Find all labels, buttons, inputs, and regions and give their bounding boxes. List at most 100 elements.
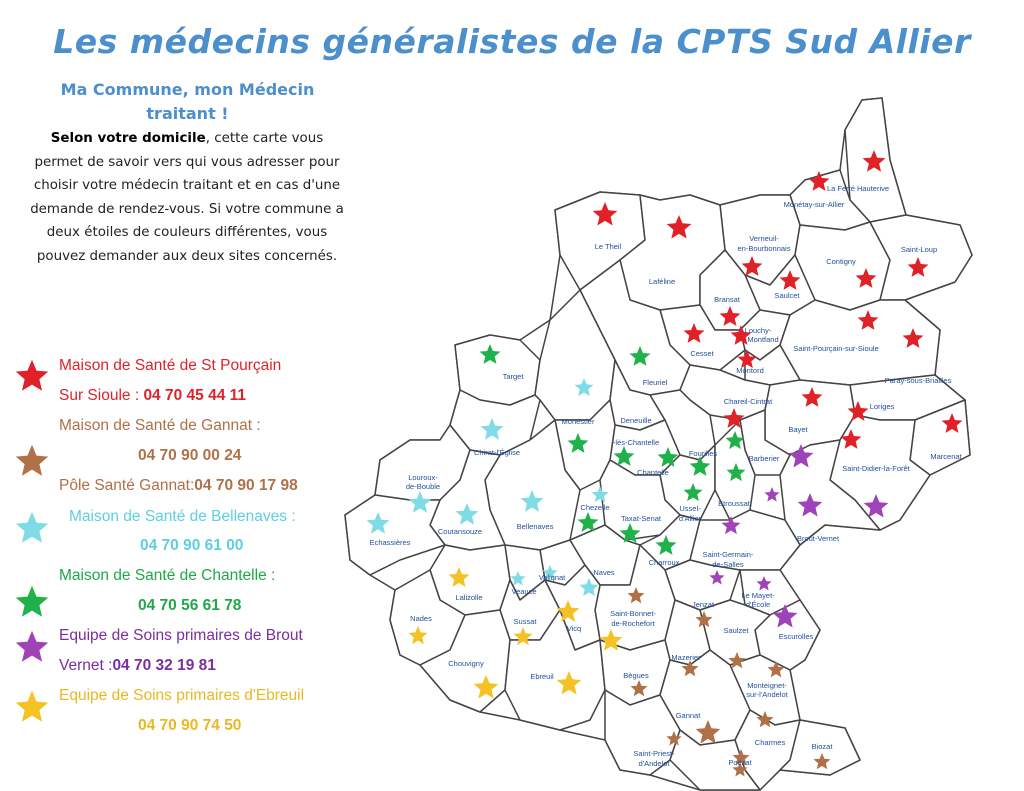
phone-number: 04 70 90 00 24: [138, 447, 242, 464]
town-label: Barberier: [749, 454, 780, 463]
town-label: Gannat: [676, 711, 702, 720]
town-label: d'Andelot: [638, 759, 670, 768]
town-label: d'Allier: [679, 514, 702, 523]
brown-star-icon: [732, 749, 750, 766]
map-regions: [344, 97, 973, 791]
town-label: Louroux-: [408, 473, 438, 482]
town-label: La Ferté Hauterive: [827, 184, 889, 193]
town-label: -lès-Chantelle: [613, 438, 659, 447]
page-title: Les médecins généralistes de la CPTS Sud…: [53, 22, 971, 61]
town-label: Echassières: [370, 538, 411, 547]
cyan-star-icon: [480, 418, 504, 440]
cyan-star-icon: [520, 490, 544, 512]
town-label: Loriges: [870, 402, 895, 411]
town-label: Ebreuil: [530, 672, 554, 681]
red-star-icon: [779, 270, 801, 290]
town-label: Chareil-Cintrat: [724, 397, 773, 406]
legend-label: Equipe de Soins primaires d'Ebreuil: [59, 687, 305, 704]
town-label: Chirat-l'Église: [474, 448, 520, 457]
region: [869, 214, 973, 301]
purple-star-icon: [788, 444, 814, 468]
town-label: Saint-Pourçain-sur-Sioule: [793, 344, 878, 353]
town-label: de-Salles: [712, 560, 744, 569]
town-label: Saint-Priest-: [633, 749, 675, 758]
town-label: en-Bourbonnais: [738, 244, 791, 253]
brown-star-icon: [15, 444, 49, 476]
red-star-icon: [855, 268, 877, 288]
town-label: Saint-Bonnet-: [610, 609, 656, 618]
cyan-star-icon: [542, 565, 558, 580]
purple-star-icon: [709, 570, 725, 585]
town-label: Jenzat: [692, 600, 715, 609]
red-star-icon: [730, 325, 752, 345]
legend-label: Pôle Santé Gannat:: [59, 477, 195, 494]
green-star-icon: [15, 585, 49, 617]
phone-number: 04 70 32 19 81: [112, 657, 216, 674]
cyan-star-icon: [510, 571, 526, 586]
purple-star-icon: [721, 516, 741, 535]
town-label: Chantelle: [637, 468, 669, 477]
legend-label: Maison de Santé de Bellenaves :: [69, 508, 296, 525]
red-star-icon: [862, 150, 886, 172]
red-star-icon: [840, 429, 862, 449]
yellow-star-icon: [513, 627, 533, 646]
green-star-icon: [619, 523, 641, 543]
town-label: Vicq: [567, 624, 581, 633]
town-label: Fleuriel: [643, 378, 668, 387]
red-star-icon: [941, 413, 963, 433]
brown-star-icon: [695, 720, 721, 744]
town-label: Target: [503, 372, 525, 381]
green-star-icon: [479, 344, 501, 364]
green-star-icon: [577, 512, 599, 532]
region: [344, 494, 446, 576]
intro-body: , cette carte vous permet de savoir vers…: [30, 131, 344, 264]
brown-star-icon: [666, 731, 682, 746]
town-label: Monétay-sur-Allier: [784, 200, 845, 209]
purple-star-icon: [772, 604, 798, 628]
town-label: Veauce: [511, 587, 536, 596]
brown-star-icon: [695, 611, 713, 628]
legend-label: Equipe de Soins primaires de Brout: [59, 627, 303, 644]
red-star-icon: [847, 401, 869, 421]
town-label: Bellenaves: [517, 522, 554, 531]
green-star-icon: [726, 463, 746, 482]
map-labels: La Ferté Hauterive Monétay-sur-Allier Le…: [370, 184, 963, 768]
red-star-icon: [723, 408, 745, 428]
red-star-icon: [737, 350, 757, 369]
town-label: Coutansouze: [438, 527, 482, 536]
brown-star-icon: [728, 652, 746, 669]
town-label: Bayet: [788, 425, 808, 434]
yellow-star-icon: [556, 671, 582, 695]
town-label: sur-l'Andelot: [746, 690, 788, 699]
town-label: Louchy-: [745, 326, 772, 335]
town-label: Charmes: [755, 738, 786, 747]
town-label: d'École: [746, 600, 770, 609]
town-label: Fourilles: [689, 449, 718, 458]
phone-number: 04 70 45 44 11: [143, 387, 247, 404]
red-star-icon: [15, 359, 49, 391]
red-star-icon: [666, 215, 692, 239]
purple-star-icon: [756, 576, 772, 591]
brown-star-icon: [756, 711, 774, 728]
green-star-icon: [629, 346, 651, 366]
intro-bold: Selon votre domicile: [50, 131, 206, 146]
town-label: Le Mayet-: [741, 591, 775, 600]
phone-number: 04 70 90 17 98: [194, 477, 298, 494]
red-star-icon: [592, 202, 618, 226]
town-label: Saint-Didier-la-Forêt: [842, 464, 910, 473]
purple-star-icon: [797, 493, 823, 517]
yellow-star-icon: [473, 675, 499, 699]
region: [779, 719, 861, 776]
town-label: Montfand: [747, 335, 778, 344]
town-label: Saint-Germain-: [703, 550, 754, 559]
town-label: Broût-Vernet: [797, 534, 840, 543]
town-label: Chouvigny: [448, 659, 484, 668]
town-label: Valignat: [539, 573, 566, 582]
town-label: Biozat: [812, 742, 834, 751]
cyan-star-icon: [408, 491, 432, 513]
yellow-star-icon: [15, 690, 49, 722]
brown-star-icon: [627, 587, 645, 604]
red-star-icon: [902, 328, 924, 348]
phone-number: 04 70 90 61 00: [140, 537, 244, 554]
